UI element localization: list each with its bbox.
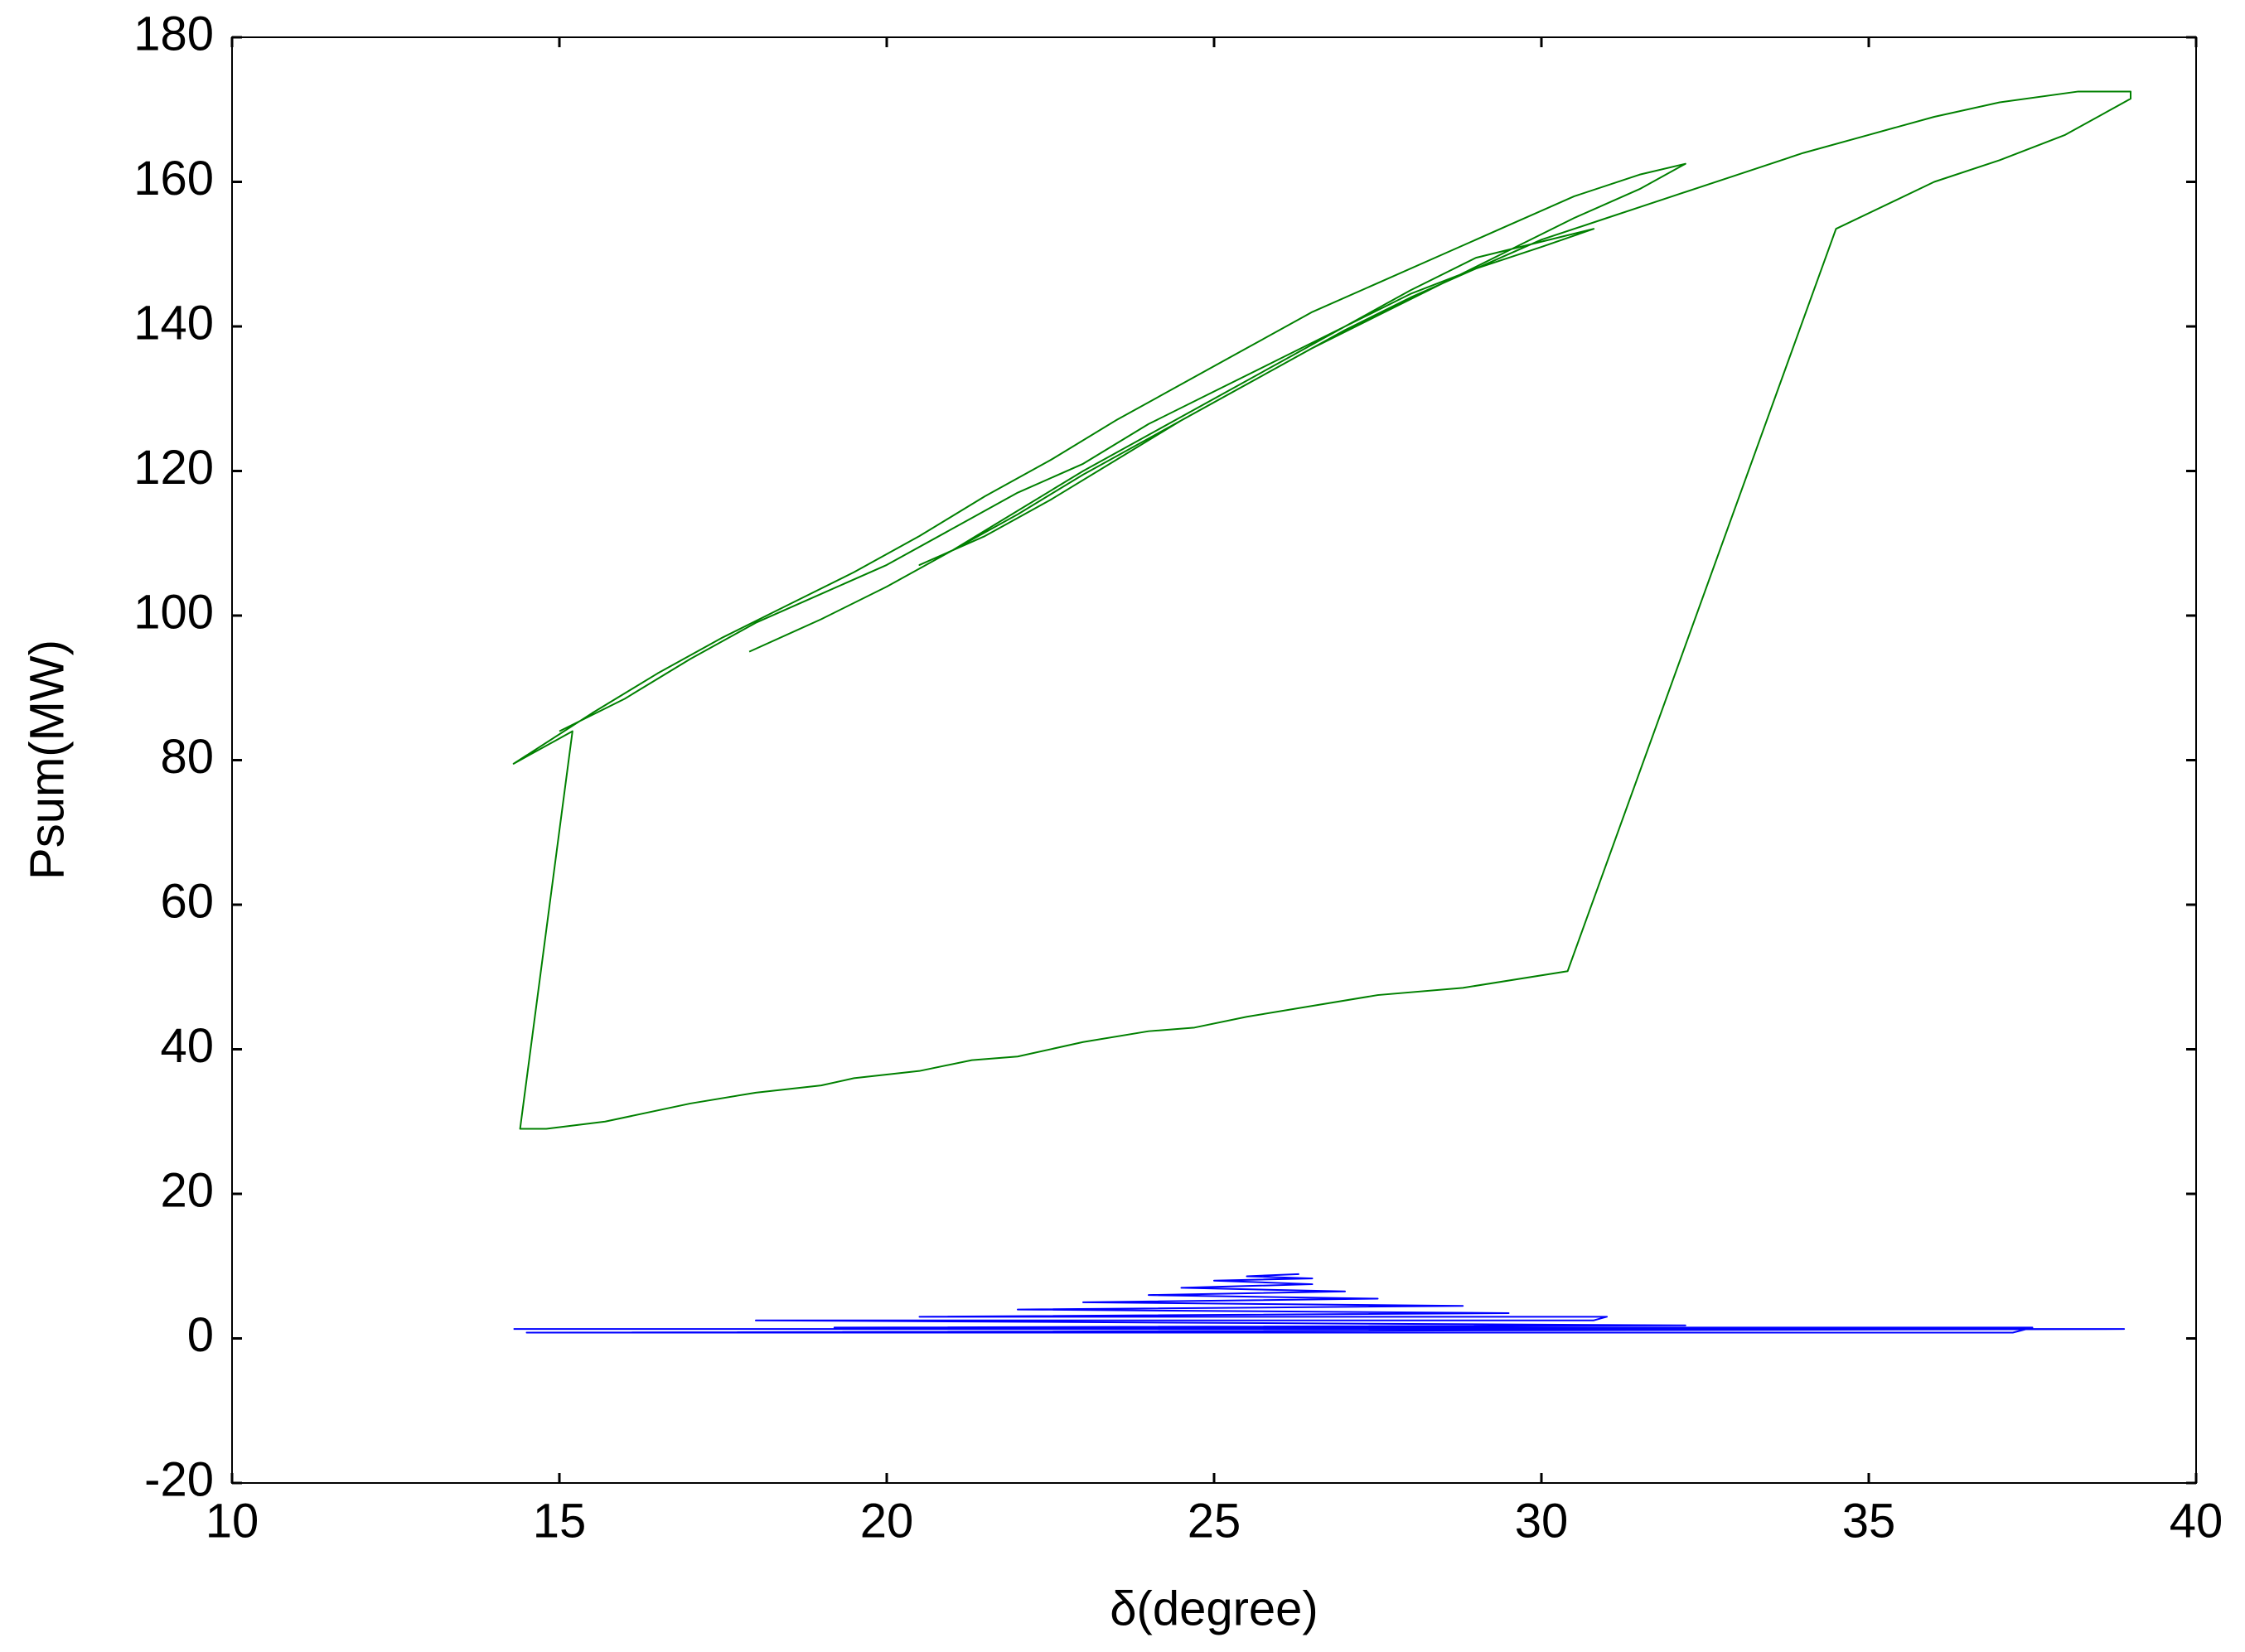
data-line (513, 1273, 2126, 1334)
x-tick-label: 35 (1842, 1494, 1896, 1548)
y-tick-label: 100 (133, 585, 214, 639)
y-tick-label: 160 (133, 152, 214, 205)
y-tick-label: 40 (160, 1019, 214, 1073)
data-line (512, 90, 2131, 1130)
x-tick-label: 10 (206, 1494, 259, 1548)
x-tick-label: 25 (1188, 1494, 1241, 1548)
x-tick-label: 20 (860, 1494, 914, 1548)
y-tick-label: 140 (133, 296, 214, 350)
y-tick-label: 180 (133, 7, 214, 60)
x-tick-label: 15 (533, 1494, 587, 1548)
x-tick-label: 30 (1515, 1494, 1569, 1548)
plot-frame (231, 36, 2197, 1484)
y-tick-label: 0 (187, 1308, 214, 1362)
y-tick-label: 20 (160, 1163, 214, 1217)
x-tick-label: 40 (2170, 1494, 2223, 1548)
y-tick-label: 120 (133, 441, 214, 495)
y-tick-label: -20 (144, 1452, 214, 1506)
y-tick-label: 60 (160, 874, 214, 928)
y-tick-label: 80 (160, 730, 214, 784)
x-axis-label: δ(degree) (1110, 1582, 1318, 1635)
y-axis-label: Psum(MW) (20, 640, 74, 880)
